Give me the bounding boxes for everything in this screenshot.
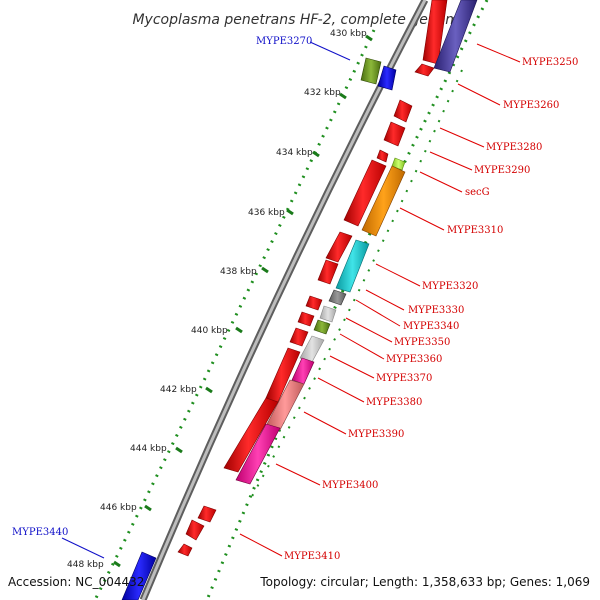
gene-MYPE3340[interactable] bbox=[305, 295, 323, 311]
label-MYPE3350: MYPE3350 bbox=[394, 337, 450, 348]
gene-MYPE3390[interactable] bbox=[223, 397, 279, 473]
gene-olive-2[interactable] bbox=[313, 319, 331, 335]
outer-tick-track bbox=[93, 29, 376, 600]
label-MYPE3340: MYPE3340 bbox=[403, 321, 459, 332]
gene-red-long-1[interactable] bbox=[343, 159, 387, 227]
map-title: Mycoplasma penetrans HF-2, complete geno… bbox=[132, 12, 467, 28]
tick-label-440kbp: 440 kbp bbox=[191, 326, 228, 336]
tick-label-446kbp: 446 kbp bbox=[100, 503, 137, 513]
gene-MYPE3290[interactable] bbox=[376, 149, 389, 163]
label-MYPE3250: MYPE3250 bbox=[522, 57, 578, 68]
gene-MYPE3270[interactable] bbox=[377, 65, 397, 91]
gene-MYPE3410-b[interactable] bbox=[185, 519, 205, 541]
gene-MYPE3280b[interactable] bbox=[383, 121, 406, 147]
major-ticks bbox=[113, 34, 373, 568]
tick-label-434kbp: 434 kbp bbox=[276, 148, 313, 158]
gene-MYPE3280[interactable] bbox=[393, 99, 413, 123]
label-MYPE3410: MYPE3410 bbox=[284, 551, 340, 562]
tick-label-438kbp: 438 kbp bbox=[220, 267, 257, 277]
tick-label-442kbp: 442 kbp bbox=[160, 385, 197, 395]
gene-MYPE3330[interactable] bbox=[328, 289, 347, 306]
gene-MYPE3320[interactable] bbox=[335, 239, 370, 293]
tick-label-448kbp: 448 kbp bbox=[67, 560, 104, 570]
label-MYPE3380: MYPE3380 bbox=[366, 397, 422, 408]
label-secG: secG bbox=[465, 187, 490, 198]
gene-MYPE3410[interactable] bbox=[177, 543, 193, 557]
gene-red-mid-1[interactable] bbox=[325, 231, 353, 263]
tick-label-430kbp: 430 kbp bbox=[330, 29, 367, 39]
label-MYPE3310: MYPE3310 bbox=[447, 225, 503, 236]
gene-MYPE3390-salmon[interactable] bbox=[265, 379, 305, 431]
accession-text: Accession: NC_004432 bbox=[8, 575, 144, 589]
label-MYPE3290: MYPE3290 bbox=[474, 165, 530, 176]
label-MYPE3400: MYPE3400 bbox=[322, 480, 378, 491]
gene-MYPE3310[interactable] bbox=[361, 165, 406, 237]
label-MYPE3270: MYPE3270 bbox=[256, 36, 312, 47]
inner-track-mid bbox=[249, 69, 463, 501]
tick-label-432kbp: 432 kbp bbox=[304, 88, 341, 98]
genome-backbone-shadow bbox=[139, 0, 429, 600]
label-MYPE3260: MYPE3260 bbox=[503, 100, 559, 111]
gene-MYPE3350[interactable] bbox=[297, 311, 315, 327]
gene-MYPE3360[interactable] bbox=[289, 327, 309, 347]
gene-MYPE3270-olive[interactable] bbox=[360, 57, 382, 85]
label-MYPE3320: MYPE3320 bbox=[422, 281, 478, 292]
leader-lines-red bbox=[239, 43, 521, 557]
inner-track-right bbox=[205, 0, 489, 600]
gene-MYPE3260[interactable] bbox=[414, 63, 435, 77]
label-MYPE3280: MYPE3280 bbox=[486, 142, 542, 153]
genome-backbone bbox=[141, 0, 427, 600]
genome-summary-text: Topology: circular; Length: 1,358,633 bp… bbox=[259, 575, 590, 589]
gene-red-mid-2[interactable] bbox=[317, 259, 339, 285]
label-MYPE3360: MYPE3360 bbox=[386, 354, 442, 365]
gene-MYPE3410-a[interactable] bbox=[197, 505, 217, 523]
gene-MYPE3400[interactable] bbox=[235, 423, 281, 485]
tick-label-436kbp: 436 kbp bbox=[248, 208, 285, 218]
tick-label-444kbp: 444 kbp bbox=[130, 444, 167, 454]
leader-lines-blue bbox=[61, 41, 351, 559]
label-MYPE3440: MYPE3440 bbox=[12, 527, 68, 538]
gene-secG[interactable] bbox=[391, 157, 406, 171]
label-MYPE3370: MYPE3370 bbox=[376, 373, 432, 384]
gene-navy-top[interactable] bbox=[433, 0, 478, 73]
label-MYPE3390: MYPE3390 bbox=[348, 429, 404, 440]
gene-lightgray-1[interactable] bbox=[319, 305, 337, 323]
label-MYPE3330: MYPE3330 bbox=[408, 305, 464, 316]
gene-MYPE3440[interactable] bbox=[121, 551, 157, 600]
